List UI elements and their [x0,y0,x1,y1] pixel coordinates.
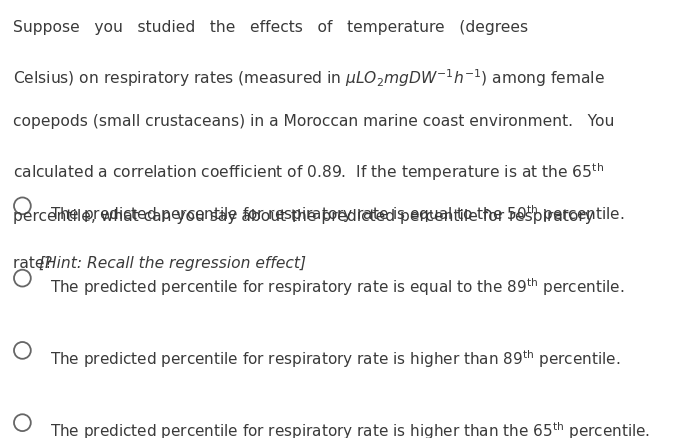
Text: rate?: rate? [13,256,57,271]
Text: copepods (small crustaceans) in a Moroccan marine coast environment.   You: copepods (small crustaceans) in a Morocc… [13,114,614,129]
Text: The predicted percentile for respiratory rate is equal to the 50$^{\mathregular{: The predicted percentile for respiratory… [50,204,624,226]
Text: The predicted percentile for respiratory rate is higher than the 65$^{\mathregul: The predicted percentile for respiratory… [50,420,650,438]
Text: Celsius) on respiratory rates (measured in $\mu LO_2mgDW^{-1}h^{-1}$) among fema: Celsius) on respiratory rates (measured … [13,67,605,89]
Text: The predicted percentile for respiratory rate is higher than 89$^{\mathregular{t: The predicted percentile for respiratory… [50,348,621,370]
Text: Suppose   you   studied   the   effects   of   temperature   (degrees: Suppose you studied the effects of tempe… [13,20,528,35]
Text: The predicted percentile for respiratory rate is equal to the 89$^{\mathregular{: The predicted percentile for respiratory… [50,276,624,298]
Text: calculated a correlation coefficient of 0.89.  If the temperature is at the 65$^: calculated a correlation coefficient of … [13,162,603,184]
Text: percentile, what can you say about the predicted percentile for respiratory: percentile, what can you say about the p… [13,209,594,224]
Text: [Hint: Recall the regression effect]: [Hint: Recall the regression effect] [39,256,306,271]
